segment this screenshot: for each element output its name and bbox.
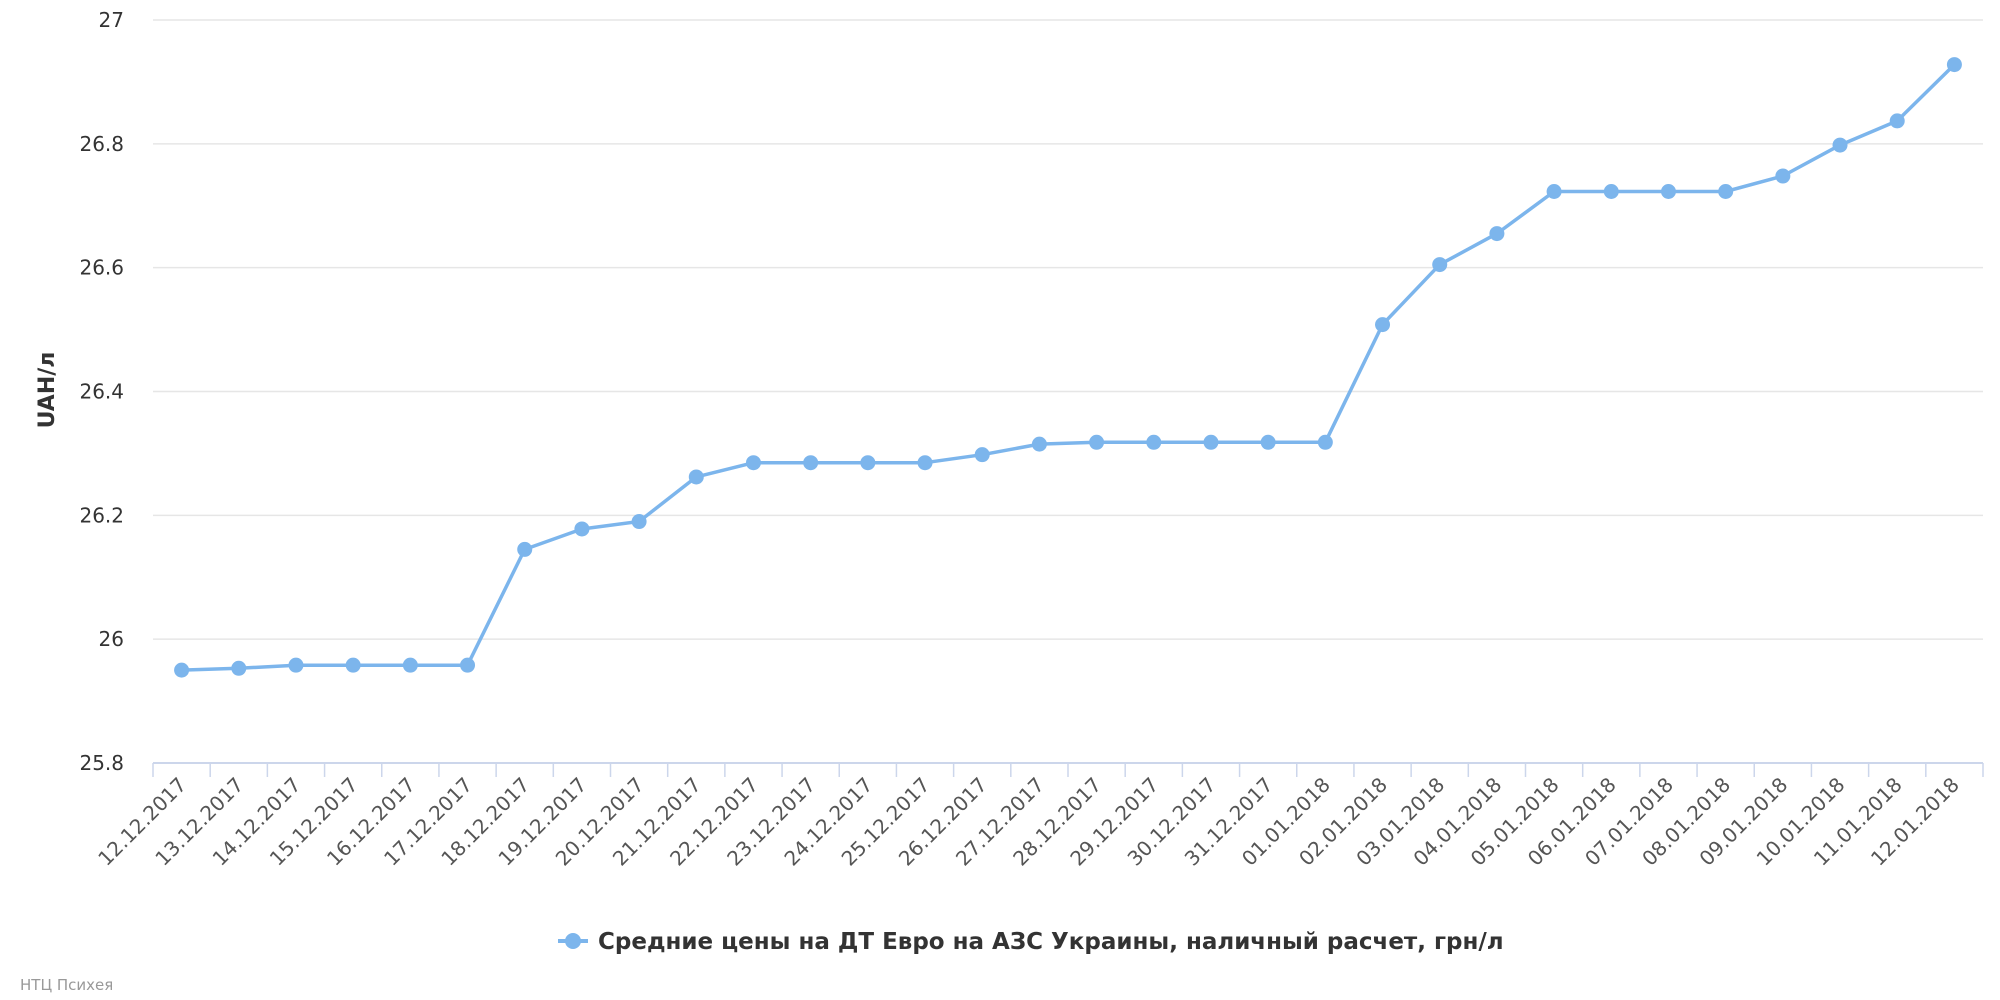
data-point[interactable] [974, 447, 990, 463]
data-point[interactable] [1775, 168, 1791, 184]
y-axis-ticks: 25.8 26 26.2 26.4 26.6 26.8 27 [79, 8, 124, 775]
data-point[interactable] [517, 541, 533, 557]
data-point[interactable] [1432, 257, 1448, 273]
y-tick-label: 26.4 [79, 380, 124, 404]
data-point[interactable] [1489, 226, 1505, 242]
data-point[interactable] [1603, 184, 1619, 200]
legend[interactable]: Средние цены на ДТ Евро на АЗС Украины, … [558, 929, 1504, 955]
data-point[interactable] [231, 660, 247, 676]
data-point[interactable] [174, 662, 190, 678]
grid-lines [153, 19, 1983, 640]
x-axis-tick-labels: 12.12.201713.12.201714.12.201715.12.2017… [93, 773, 1964, 871]
data-point[interactable] [288, 657, 304, 673]
data-point[interactable] [1946, 57, 1962, 73]
y-tick-label: 27 [99, 8, 124, 32]
data-point[interactable] [402, 657, 418, 673]
y-axis-title: UAH/л [35, 352, 60, 429]
data-point[interactable] [688, 469, 704, 485]
data-point[interactable] [917, 455, 933, 471]
series-group [174, 57, 1962, 678]
data-point[interactable] [745, 455, 761, 471]
data-point[interactable] [574, 521, 590, 537]
data-point[interactable] [631, 514, 647, 530]
data-point[interactable] [1660, 184, 1676, 200]
data-point[interactable] [345, 657, 361, 673]
data-point[interactable] [1031, 436, 1047, 452]
data-point[interactable] [1089, 434, 1105, 450]
x-axis-tickmarks [152, 763, 1984, 777]
data-point[interactable] [860, 455, 876, 471]
y-tick-label: 26 [99, 627, 124, 651]
y-tick-label: 26.8 [79, 132, 124, 156]
data-point[interactable] [1375, 317, 1391, 333]
data-point[interactable] [1889, 113, 1905, 129]
data-point[interactable] [1546, 184, 1562, 200]
data-point[interactable] [803, 455, 819, 471]
credits-text[interactable]: НТЦ Психея [20, 976, 113, 994]
data-point[interactable] [1718, 184, 1734, 200]
data-point[interactable] [460, 657, 476, 673]
data-point[interactable] [1832, 137, 1848, 153]
data-point[interactable] [1260, 434, 1276, 450]
legend-label[interactable]: Средние цены на ДТ Евро на АЗС Украины, … [598, 929, 1504, 955]
y-tick-label: 26.2 [79, 503, 124, 527]
series-line [179, 62, 1957, 672]
data-point[interactable] [1203, 434, 1219, 450]
data-point[interactable] [1146, 434, 1162, 450]
y-tick-label: 26.6 [79, 256, 124, 280]
legend-marker-symbol [565, 933, 581, 949]
y-tick-label: 25.8 [79, 751, 124, 775]
data-point[interactable] [1317, 434, 1333, 450]
